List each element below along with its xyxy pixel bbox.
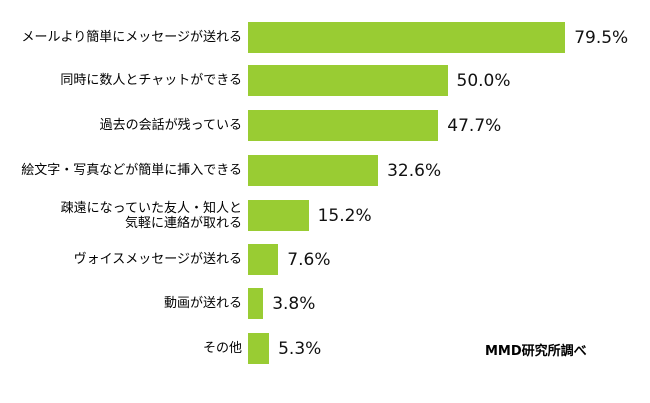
category-label: メールより簡単にメッセージが送れる: [21, 30, 242, 45]
chart-row: その他 5.3%: [0, 333, 650, 364]
bar: [248, 244, 279, 275]
chart-row: 動画が送れる 3.8%: [0, 288, 650, 319]
value-label: 5.3%: [278, 338, 322, 359]
chart-row: ヴォイスメッセージが送れる 7.6%: [0, 244, 650, 275]
category-label: 過去の会話が残っている: [99, 118, 242, 133]
category-label: 同時に数人とチャットができる: [60, 73, 242, 88]
value-label: 47.7%: [447, 115, 502, 136]
category-label: 疎遠になっていた友人・知人と 気軽に連絡が取れる: [60, 200, 242, 231]
category-label: ヴォイスメッセージが送れる: [73, 252, 242, 267]
bar: [248, 110, 439, 141]
source-note: MMD研究所調べ: [485, 344, 587, 359]
value-label: 32.6%: [387, 160, 442, 181]
chart-row: 疎遠になっていた友人・知人と 気軽に連絡が取れる 15.2%: [0, 200, 650, 231]
chart-row: 過去の会話が残っている 47.7%: [0, 110, 650, 141]
value-label: 79.5%: [574, 27, 629, 48]
value-label: 3.8%: [272, 293, 316, 314]
chart-row: 同時に数人とチャットができる 50.0%: [0, 65, 650, 96]
bar: [248, 22, 566, 53]
bar: [248, 200, 309, 231]
value-label: 7.6%: [287, 249, 331, 270]
category-label: その他: [202, 341, 242, 356]
bar: [248, 288, 264, 319]
bar: [248, 155, 379, 186]
value-label: 15.2%: [317, 205, 372, 226]
category-label: 絵文字・写真などが簡単に挿入できる: [21, 163, 242, 178]
chart-row: メールより簡単にメッセージが送れる 79.5%: [0, 22, 650, 53]
bar: [248, 65, 448, 96]
value-label: 50.0%: [456, 70, 511, 91]
chart-row: 絵文字・写真などが簡単に挿入できる 32.6%: [0, 155, 650, 186]
bar: [248, 333, 270, 364]
category-label: 動画が送れる: [163, 296, 242, 311]
